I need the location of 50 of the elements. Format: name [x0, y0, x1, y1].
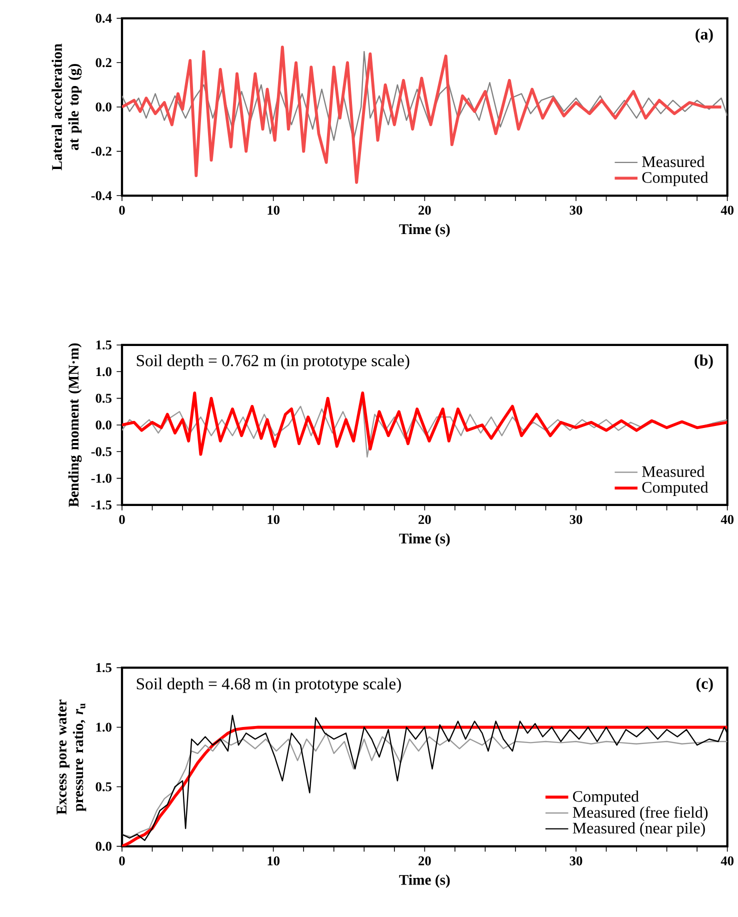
x-tick-label: 10 — [268, 515, 280, 524]
annotation: (c) — [696, 678, 713, 692]
x-tick-label: 30 — [570, 206, 582, 215]
legend-label: Measured (near pile) — [572, 822, 705, 837]
x-axis-title: Time (s) — [398, 224, 450, 238]
x-tick-label: 10 — [268, 856, 280, 866]
x-axis-title: Time (s) — [398, 874, 450, 888]
legend-label: Computed — [572, 790, 639, 806]
y-tick-label: 1.0 — [96, 367, 112, 376]
legend-label: Computed — [642, 481, 708, 496]
y-tick-label: -1.5 — [91, 500, 112, 510]
x-tick-label: 30 — [570, 856, 582, 866]
annotation: (b) — [694, 354, 713, 370]
legend-label: Measured (free field) — [572, 806, 708, 822]
x-tick-label: 40 — [720, 515, 734, 524]
y-tick-label: 0.0 — [96, 842, 112, 851]
x-tick-label: 20 — [418, 515, 431, 524]
x-tick-label: 20 — [418, 206, 431, 215]
annotation: (a) — [695, 28, 713, 43]
y-tick-label: 0.0 — [96, 420, 112, 430]
x-tick-label: 40 — [720, 856, 734, 866]
y-tick-label: -0.4 — [91, 191, 112, 200]
x-tick-label: 0 — [118, 206, 125, 215]
y-tick-label: 0.2 — [96, 58, 112, 68]
y-tick-label: 1.5 — [96, 340, 112, 350]
line-series — [122, 50, 728, 141]
annotation: Soil depth = 0.762 m (in prototype scale) — [136, 354, 410, 370]
y-tick-label: 1.5 — [96, 663, 112, 672]
legend-label: Measured — [642, 156, 704, 168]
x-tick-label: 20 — [418, 856, 431, 866]
x-tick-label: 10 — [268, 206, 280, 215]
y-tick-label: 0.5 — [96, 782, 112, 792]
y-tick-label: 1.0 — [96, 722, 112, 732]
y-tick-label: 0.5 — [96, 394, 112, 403]
legend-label: Computed — [642, 172, 708, 186]
x-tick-label: 0 — [118, 856, 125, 866]
x-tick-label: 30 — [570, 515, 582, 524]
y-axis-title: Bending moment (MN·m) — [68, 343, 82, 508]
legend-label: Measured — [642, 466, 704, 477]
y-tick-label: -0.5 — [91, 447, 112, 456]
x-axis-title: Time (s) — [398, 533, 450, 546]
y-tick-label: 0.0 — [96, 102, 112, 112]
y-tick-label: 0.4 — [96, 14, 112, 23]
line-series — [122, 392, 728, 456]
y-axis-title: Lateral acceleration at pile top (g) — [51, 44, 82, 170]
y-tick-label: -1.0 — [91, 474, 112, 483]
x-tick-label: 0 — [118, 515, 125, 524]
x-tick-label: 40 — [720, 206, 734, 215]
y-tick-label: -0.2 — [91, 146, 112, 156]
annotation: Soil depth = 4.68 m (in prototype scale) — [136, 678, 401, 693]
